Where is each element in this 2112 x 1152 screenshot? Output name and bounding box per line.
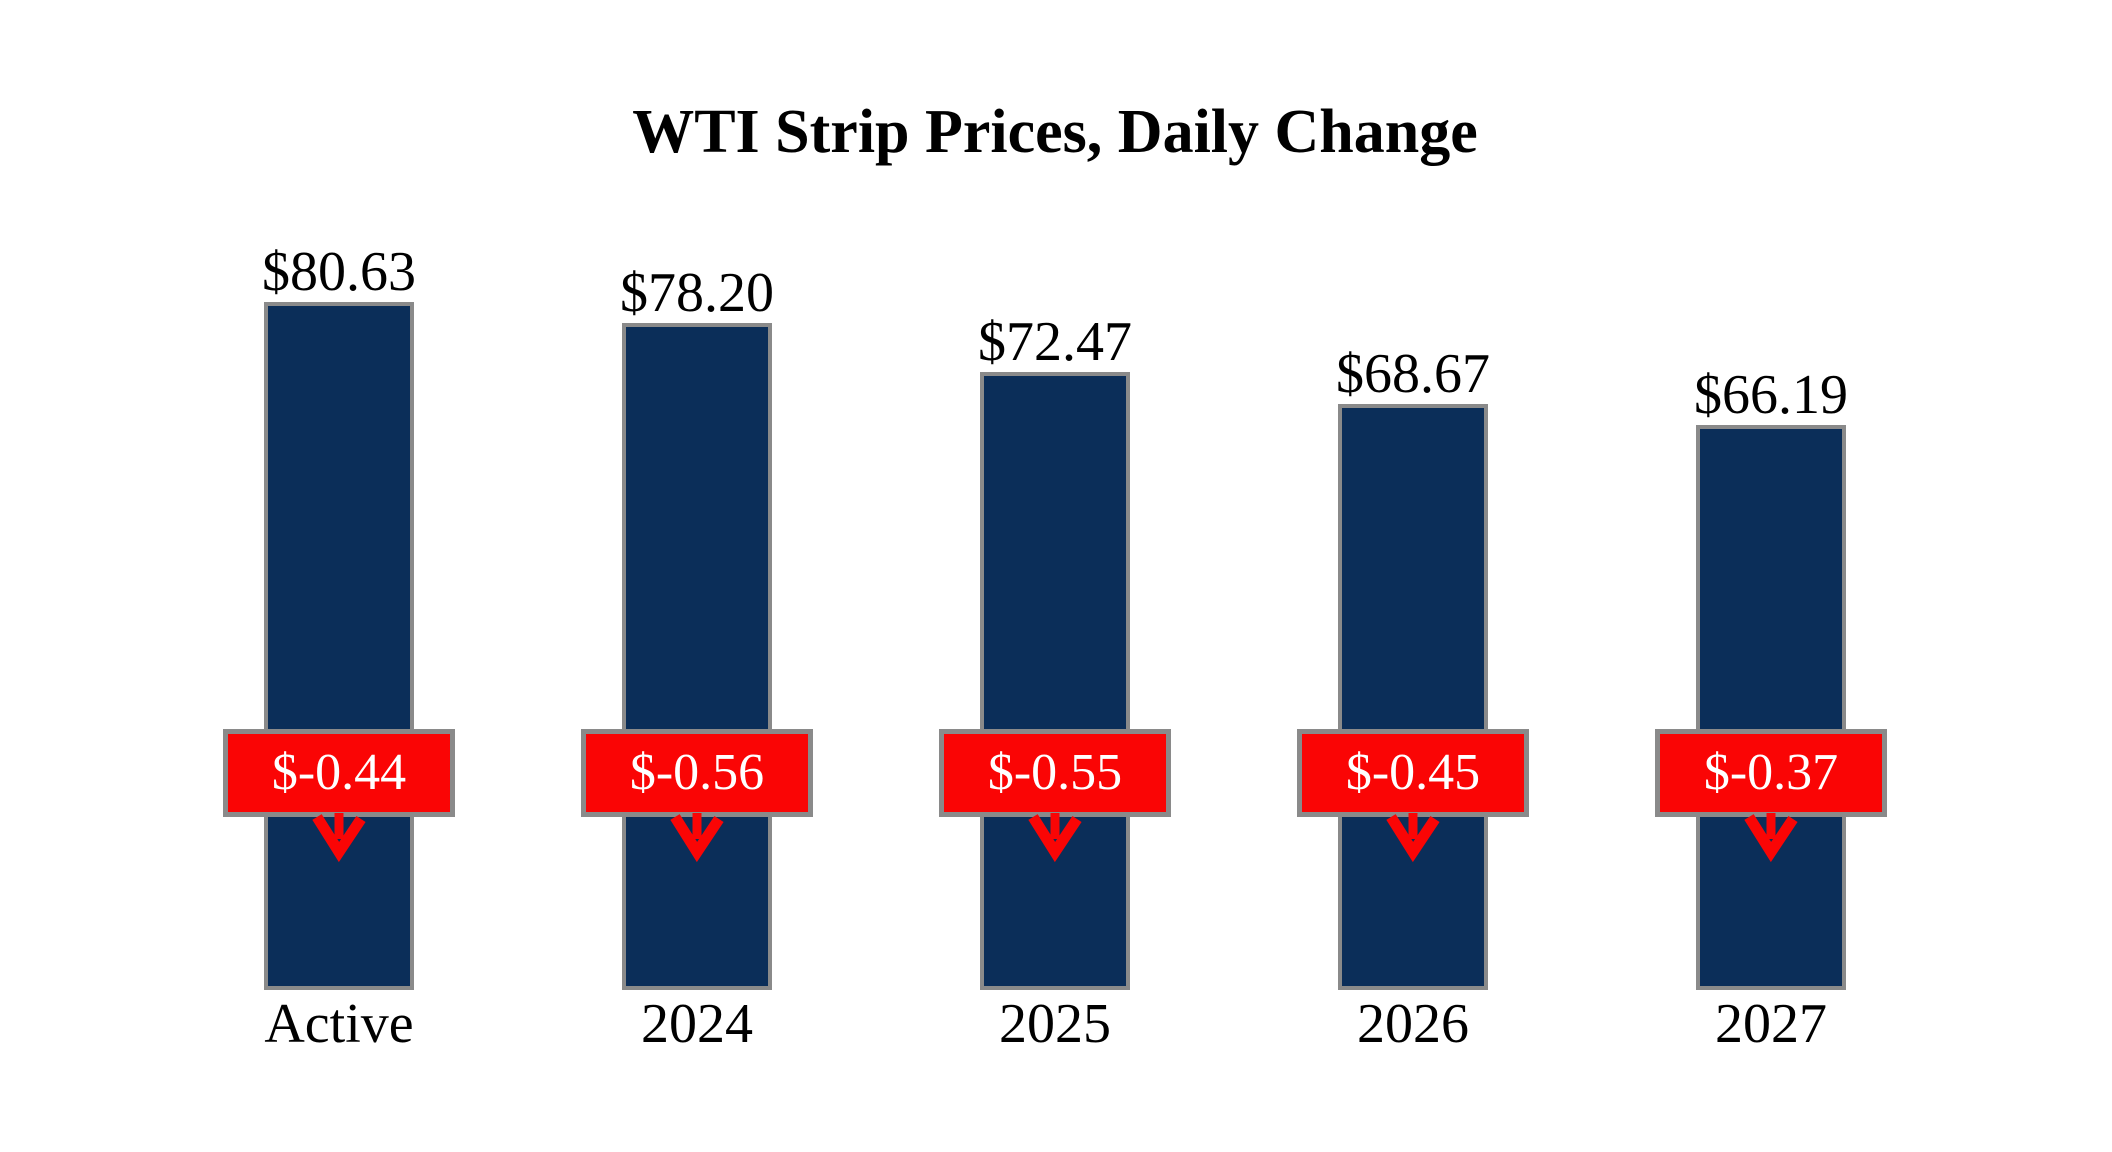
down-arrow-head: [670, 814, 724, 863]
down-arrow-icon: [670, 813, 724, 863]
price-label: $78.20: [620, 262, 774, 325]
down-arrow-head: [312, 814, 366, 863]
down-arrow-icon: [1386, 813, 1440, 863]
down-arrow-icon: [1028, 813, 1082, 863]
bar-group: $66.19 $-0.37 2027: [1592, 0, 1950, 1152]
change-badge: $-0.45: [1297, 729, 1529, 817]
price-bar: [1338, 404, 1488, 990]
down-arrow-icon: [312, 813, 366, 863]
bar-group: $68.67 $-0.45 2026: [1234, 0, 1592, 1152]
bar-group: $80.63 $-0.44 Active: [160, 0, 518, 1152]
change-label: $-0.55: [987, 744, 1123, 801]
change-label: $-0.45: [1345, 744, 1481, 801]
category-label: 2027: [1715, 993, 1827, 1055]
change-badge: $-0.44: [223, 729, 455, 817]
change-label: $-0.56: [629, 744, 765, 801]
price-bar: [980, 372, 1130, 990]
change-label: $-0.44: [271, 744, 407, 801]
bar-group: $72.47 $-0.55 2025: [876, 0, 1234, 1152]
price-label: $72.47: [978, 311, 1132, 374]
down-arrow-head: [1386, 814, 1440, 863]
chart-title: WTI Strip Prices, Daily Change: [632, 98, 1478, 166]
price-bar: [622, 323, 772, 990]
change-label: $-0.37: [1703, 744, 1839, 801]
down-arrow-head: [1744, 814, 1798, 863]
category-label: 2024: [641, 993, 753, 1055]
price-label: $66.19: [1694, 364, 1848, 427]
bar-group: $78.20 $-0.56 2024: [518, 0, 876, 1152]
category-label: Active: [264, 993, 414, 1055]
change-badge: $-0.56: [581, 729, 813, 817]
price-label: $68.67: [1336, 343, 1490, 406]
price-bar: [264, 302, 414, 990]
change-badge: $-0.55: [939, 729, 1171, 817]
down-arrow-head: [1028, 814, 1082, 863]
down-arrow-icon: [1744, 813, 1798, 863]
category-label: 2025: [999, 993, 1111, 1055]
price-label: $80.63: [262, 241, 416, 304]
price-bar: [1696, 425, 1846, 990]
change-badge: $-0.37: [1655, 729, 1887, 817]
category-label: 2026: [1357, 993, 1469, 1055]
